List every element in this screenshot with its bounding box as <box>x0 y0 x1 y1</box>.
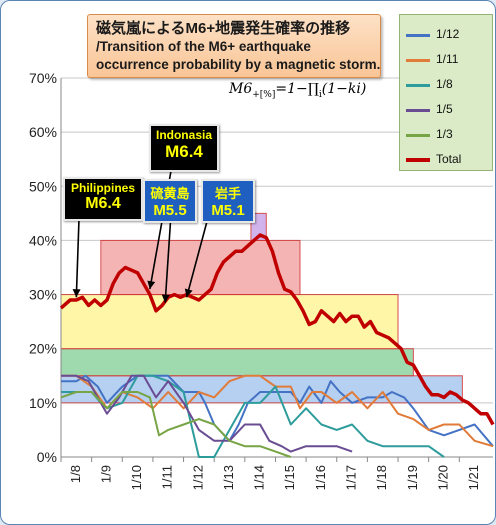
x-tick-label: 1/15 <box>282 465 297 490</box>
earthquake-magnitude: M6.4 <box>85 195 121 212</box>
legend-label: Total <box>436 152 462 166</box>
annotation-arrow <box>185 213 210 298</box>
annotation-arrowhead <box>72 289 81 298</box>
legend-swatch <box>406 59 430 62</box>
probability-band <box>100 239 301 296</box>
x-tick-label: 1/17 <box>344 465 359 490</box>
formula-rhs: =1−∏ <box>275 81 319 97</box>
annotation-arrowhead <box>147 280 156 290</box>
earthquake-location: 岩手 <box>214 186 241 201</box>
y-tick-label: 20% <box>29 341 57 357</box>
probability-band <box>60 375 463 404</box>
y-tick-label: 30% <box>29 287 57 303</box>
earthquake-magnitude: M5.5 <box>153 202 187 219</box>
series-line-1-3 <box>60 391 292 458</box>
y-tick-label: 50% <box>29 178 57 194</box>
x-tick-label: 1/14 <box>252 465 267 490</box>
legend-label: 1/11 <box>436 52 459 66</box>
series-line-1-11 <box>61 374 494 448</box>
legend-item: 1/3 <box>406 127 492 143</box>
earthquake-location: 硫黄島 <box>150 186 190 201</box>
legend-label: 1/3 <box>436 127 453 141</box>
annotation-arrow <box>164 213 172 303</box>
x-tick-label: 1/10 <box>129 465 144 490</box>
x-tick-label: 1/8 <box>68 465 83 483</box>
legend-item: 1/8 <box>406 77 492 93</box>
x-tick-label: 1/13 <box>221 465 236 490</box>
y-tick-label: 10% <box>29 395 57 411</box>
x-tick-label: 1/11 <box>160 465 175 489</box>
legend-label: 1/5 <box>436 102 453 116</box>
chart-title-box: 磁気嵐によるM6+地震発生確率の推移 /Transition of the M6… <box>87 14 381 78</box>
annotation-arrowhead <box>161 294 170 303</box>
probability-formula: M6+[%]=1−∏i(1−ki) <box>229 81 366 100</box>
x-tick-label: 1/9 <box>98 465 113 483</box>
legend-swatch <box>406 134 430 137</box>
probability-band <box>60 294 399 350</box>
x-tick-label: 1/19 <box>405 465 420 490</box>
chart-title-english-line1: /Transition of the M6+ earthquake <box>96 39 311 54</box>
legend-item: Total <box>406 152 492 168</box>
legend-swatch <box>406 84 430 87</box>
legend-swatch <box>406 109 430 112</box>
series-line-1-5 <box>61 374 353 453</box>
chart-legend: 1/12 1/11 1/8 1/5 1/3 Total <box>399 14 493 171</box>
series-line-1-12 <box>61 374 494 447</box>
y-tick-label: 40% <box>29 232 57 248</box>
y-tick-label: 60% <box>29 124 57 140</box>
x-tick-label: 1/16 <box>313 465 328 490</box>
formula-lhs: M6 <box>229 81 253 97</box>
legend-label: 1/12 <box>436 27 460 41</box>
formula-tail: (1−ki) <box>321 81 367 97</box>
formula-unit: +[%] <box>252 89 276 100</box>
y-tick-label: 70% <box>29 70 57 86</box>
x-tick-label: 1/18 <box>374 465 389 490</box>
formula-sub: i <box>318 89 322 100</box>
x-tick-label: 1/12 <box>190 465 205 490</box>
legend-swatch <box>406 158 430 162</box>
legend-item: 1/11 <box>406 52 492 68</box>
earthquake-label-box: 硫黄島 M5.5 <box>143 179 197 223</box>
earthquake-label-box: Indonasia M6.4 <box>149 124 219 172</box>
x-tick-label: 1/20 <box>435 465 450 490</box>
earthquake-magnitude: M6.4 <box>165 142 203 161</box>
earthquake-location: Philippines <box>70 181 135 195</box>
chart-title-japanese: 磁気嵐によるM6+地震発生確率の推移 <box>96 20 351 37</box>
annotation-arrowhead <box>184 288 193 298</box>
earthquake-label-box: Philippines M6.4 <box>63 177 143 221</box>
series-line-total <box>59 233 495 426</box>
legend-item: 1/5 <box>406 102 492 118</box>
x-tick-label: 1/21 <box>466 465 481 490</box>
legend-label: 1/8 <box>436 77 453 91</box>
y-tick-label: 0% <box>37 449 57 465</box>
earthquake-magnitude: M5.1 <box>211 202 245 219</box>
chart-title-english-line2: occurrence probability by a magnetic sto… <box>96 57 381 72</box>
probability-band <box>60 348 414 377</box>
annotation-arrow <box>75 218 80 298</box>
legend-swatch <box>406 34 430 37</box>
legend-item: 1/12 <box>406 27 492 43</box>
earthquake-label-box: 岩手 M5.1 <box>201 179 255 223</box>
earthquake-location: Indonasia <box>155 128 212 142</box>
